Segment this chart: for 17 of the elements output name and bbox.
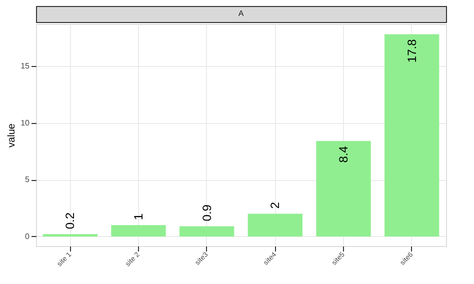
bar (248, 214, 302, 236)
y-axis-title: value (6, 123, 18, 148)
bar (180, 226, 234, 236)
y-tick-label: 5 (25, 175, 30, 184)
chart-title: A (238, 9, 244, 18)
bar (384, 34, 440, 236)
data-label: 1 (132, 213, 146, 220)
bar (316, 141, 371, 236)
data-label: 17.8 (404, 38, 419, 63)
data-label: 8.4 (336, 146, 350, 163)
data-label: 0.9 (200, 204, 214, 222)
y-tick-label: 10 (20, 118, 30, 128)
data-label: 0.2 (63, 212, 78, 230)
y-tick-label: 15 (20, 62, 30, 71)
data-label: 2 (268, 202, 282, 209)
bar (111, 225, 166, 236)
y-tick-label: 0 (25, 232, 30, 241)
